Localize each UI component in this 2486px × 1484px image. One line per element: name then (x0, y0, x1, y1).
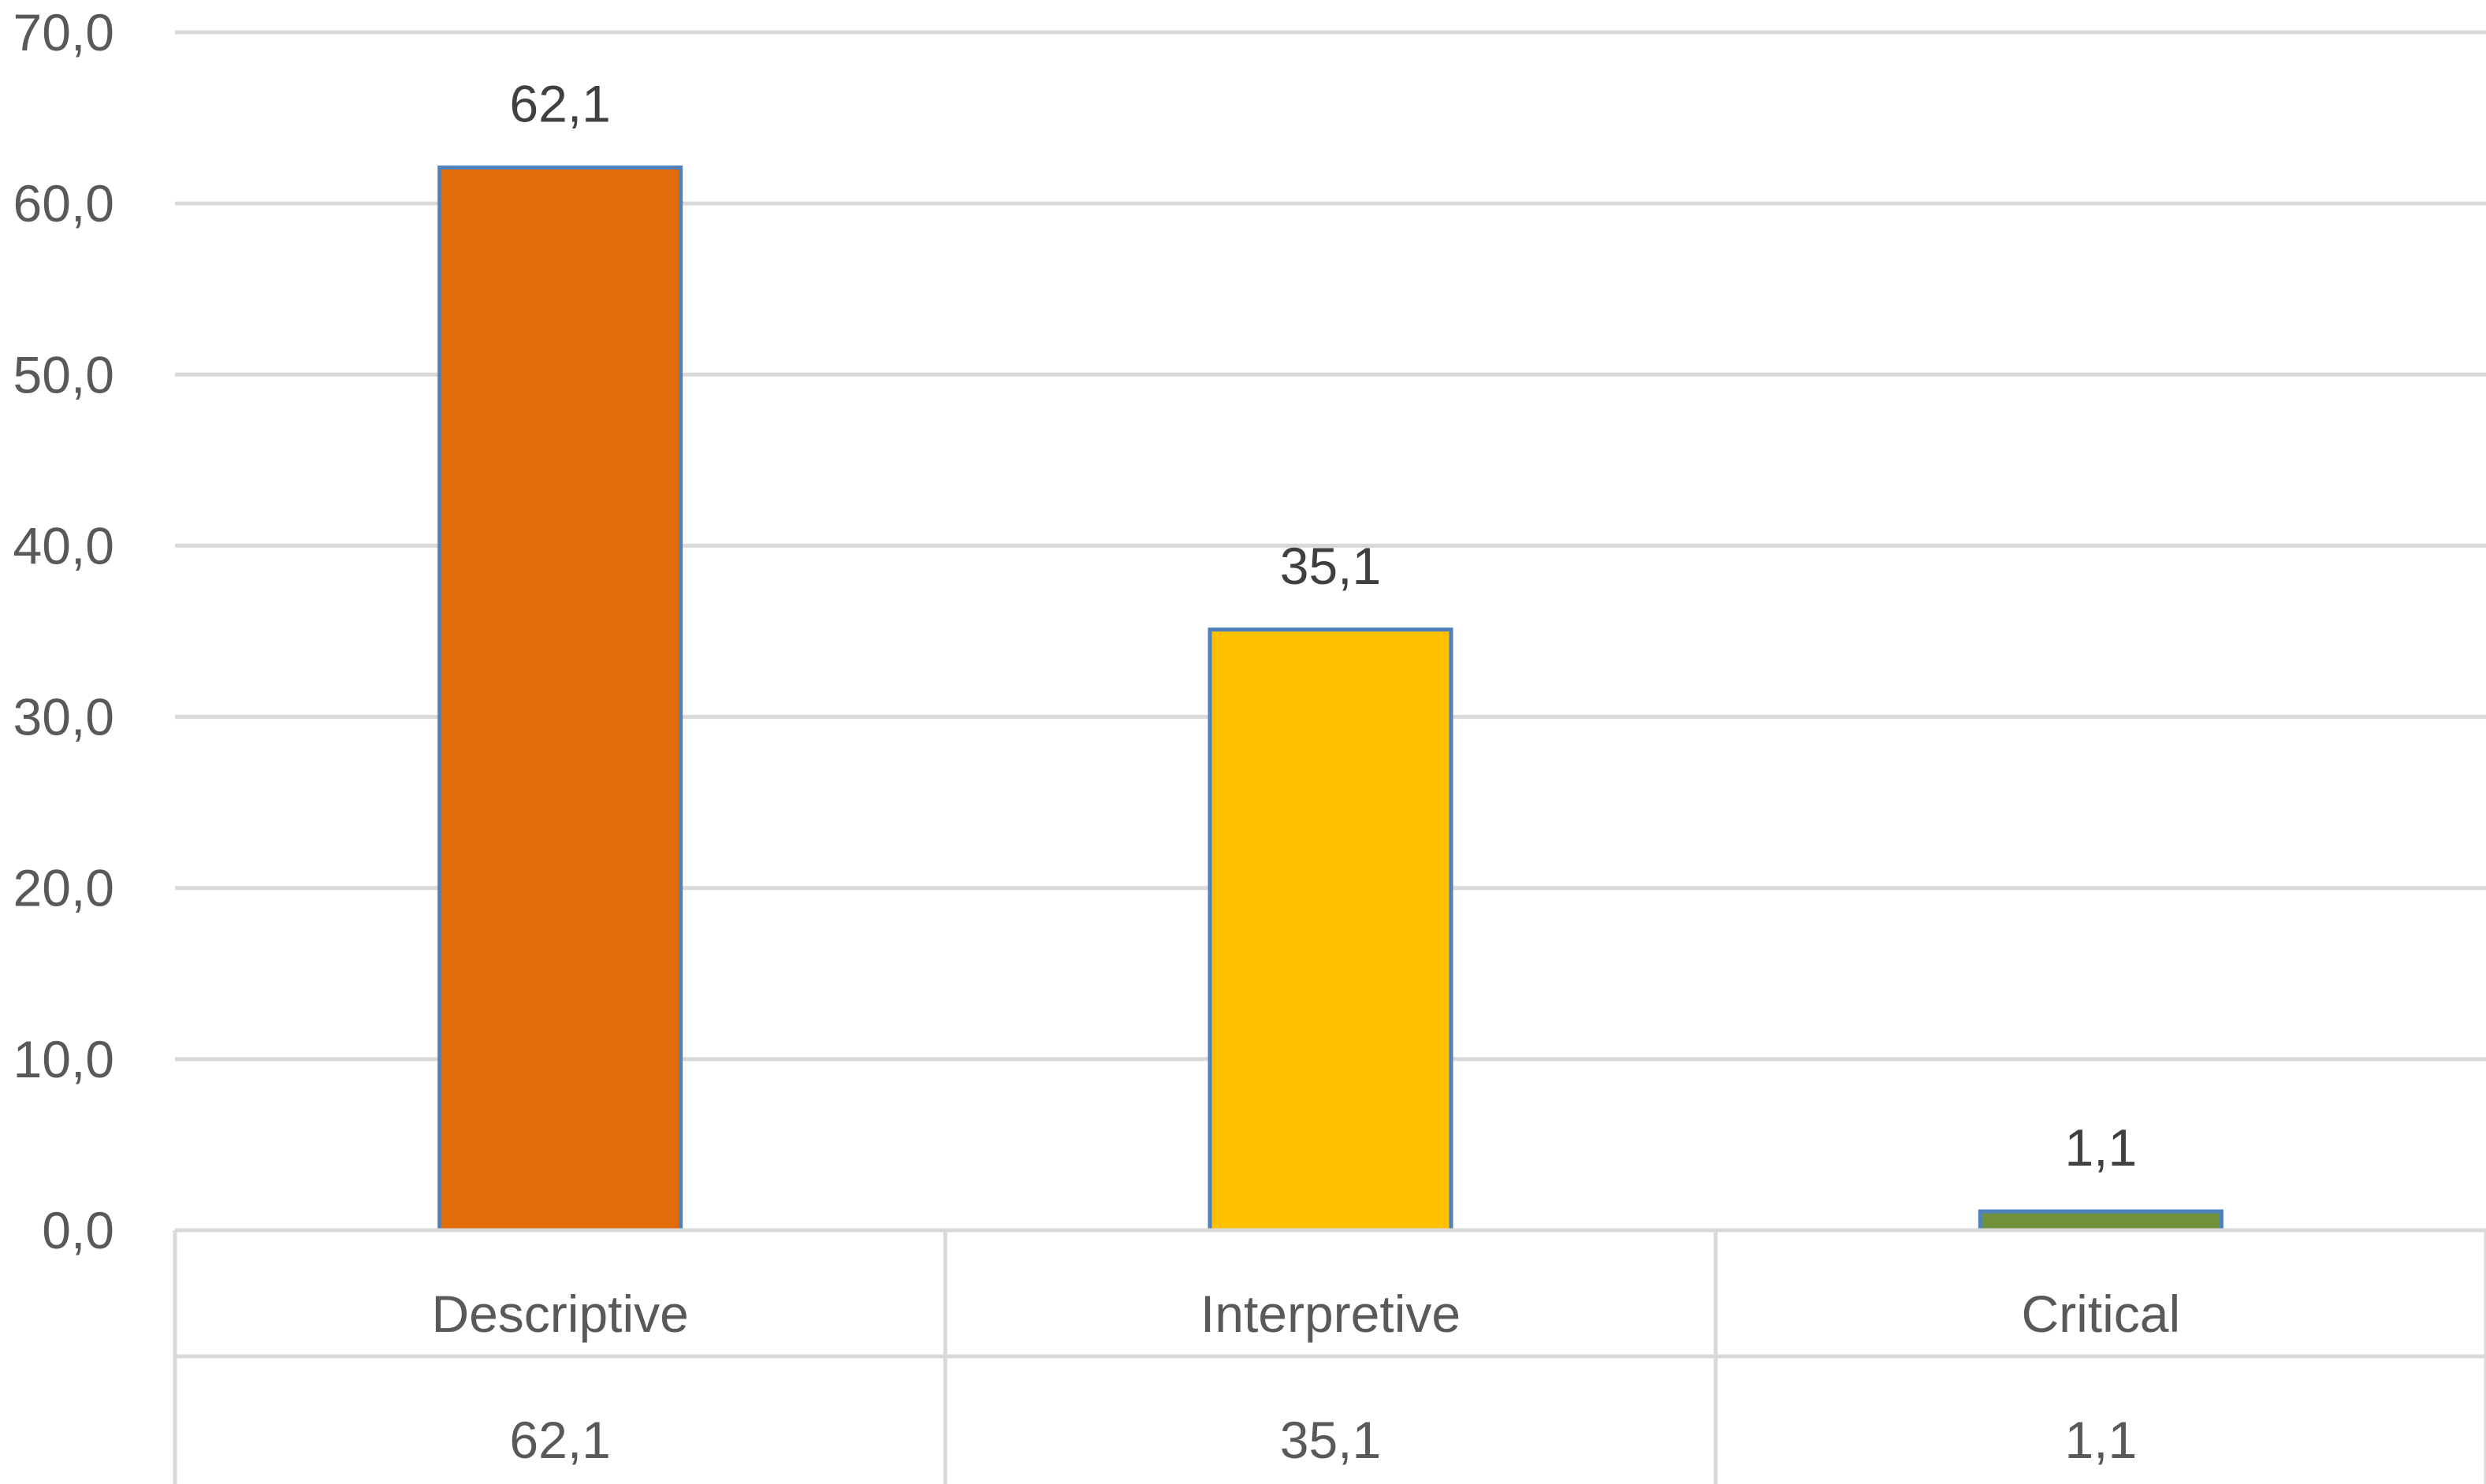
data-labels: 62,1 35,1 1,1 (509, 75, 2137, 1177)
data-label: 35,1 (1280, 537, 1381, 595)
y-tick-label: 20,0 (13, 859, 114, 917)
bars (437, 166, 2224, 1233)
table-value: 62,1 (509, 1411, 610, 1469)
y-tick-label: 60,0 (13, 174, 114, 232)
category-label: Critical (2021, 1285, 2180, 1343)
y-tick-label: 10,0 (13, 1030, 114, 1088)
table-value: 1,1 (2064, 1411, 2137, 1469)
y-axis-tick-labels: 0,0 10,0 20,0 30,0 40,0 50,0 60,0 70,0 (13, 3, 114, 1259)
data-label: 1,1 (2064, 1118, 2137, 1177)
bar-critical (1978, 1209, 2224, 1233)
data-label: 62,1 (509, 75, 610, 133)
data-table: Descriptive 62,1 Interpretive 35,1 Critical 1… (173, 1228, 2486, 1484)
category-label: Descriptive (431, 1285, 688, 1343)
y-tick-label: 70,0 (13, 3, 114, 61)
y-tick-label: 0,0 (42, 1201, 114, 1259)
y-tick-label: 50,0 (13, 345, 114, 404)
bar-interpretive (1208, 627, 1453, 1233)
y-tick-label: 30,0 (13, 688, 114, 746)
y-tick-label: 40,0 (13, 516, 114, 575)
bar-descriptive (437, 166, 683, 1233)
table-value: 35,1 (1280, 1411, 1381, 1469)
category-label: Interpretive (1200, 1285, 1461, 1343)
